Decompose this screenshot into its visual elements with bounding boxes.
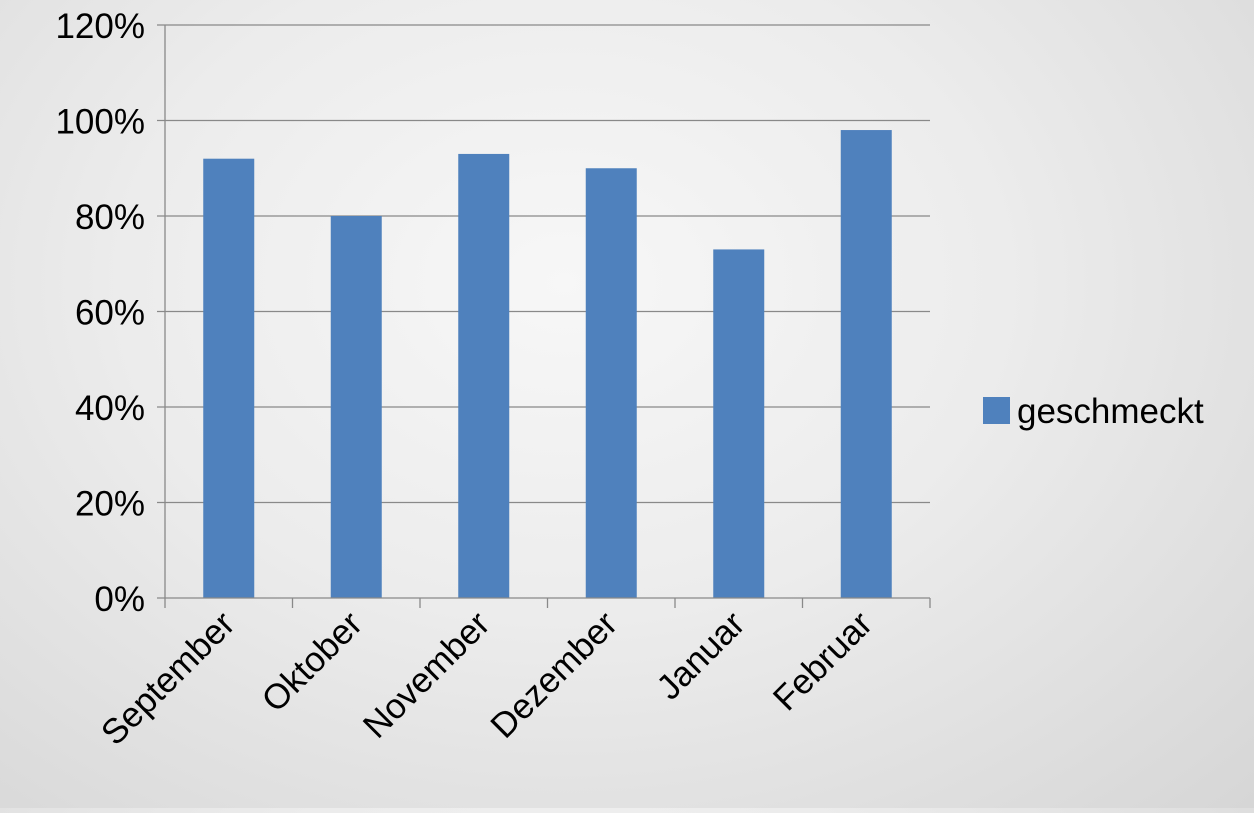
y-tick-label: 0% [94,580,145,619]
legend: geschmeckt [983,392,1204,431]
bar [585,168,637,598]
x-tick-label: Dezember [483,604,625,746]
bar [203,158,255,598]
y-tick-label: 80% [75,198,145,237]
y-tick-label: 60% [75,294,145,333]
x-tick-label: September [94,604,243,753]
bars [203,130,892,599]
bar [330,216,382,598]
legend-swatch [983,397,1010,424]
bar [713,249,765,599]
x-tick-label: Januar [649,604,752,707]
y-tick-label: 40% [75,389,145,428]
legend-label: geschmeckt [1017,392,1204,431]
bar [840,130,892,599]
gridlines [157,24,930,504]
x-tick-label: Oktober [254,604,370,720]
y-tick-label: 120% [55,7,145,46]
y-tick-label: 100% [55,103,145,142]
bar [458,153,510,599]
y-tick-label: 20% [75,485,145,524]
axes [157,25,931,608]
y-tick-labels: 0% 20% 40% 60% 80% 100% 120% [55,7,145,619]
x-tick-label: Februar [766,604,880,718]
x-tick-label: November [356,604,498,746]
